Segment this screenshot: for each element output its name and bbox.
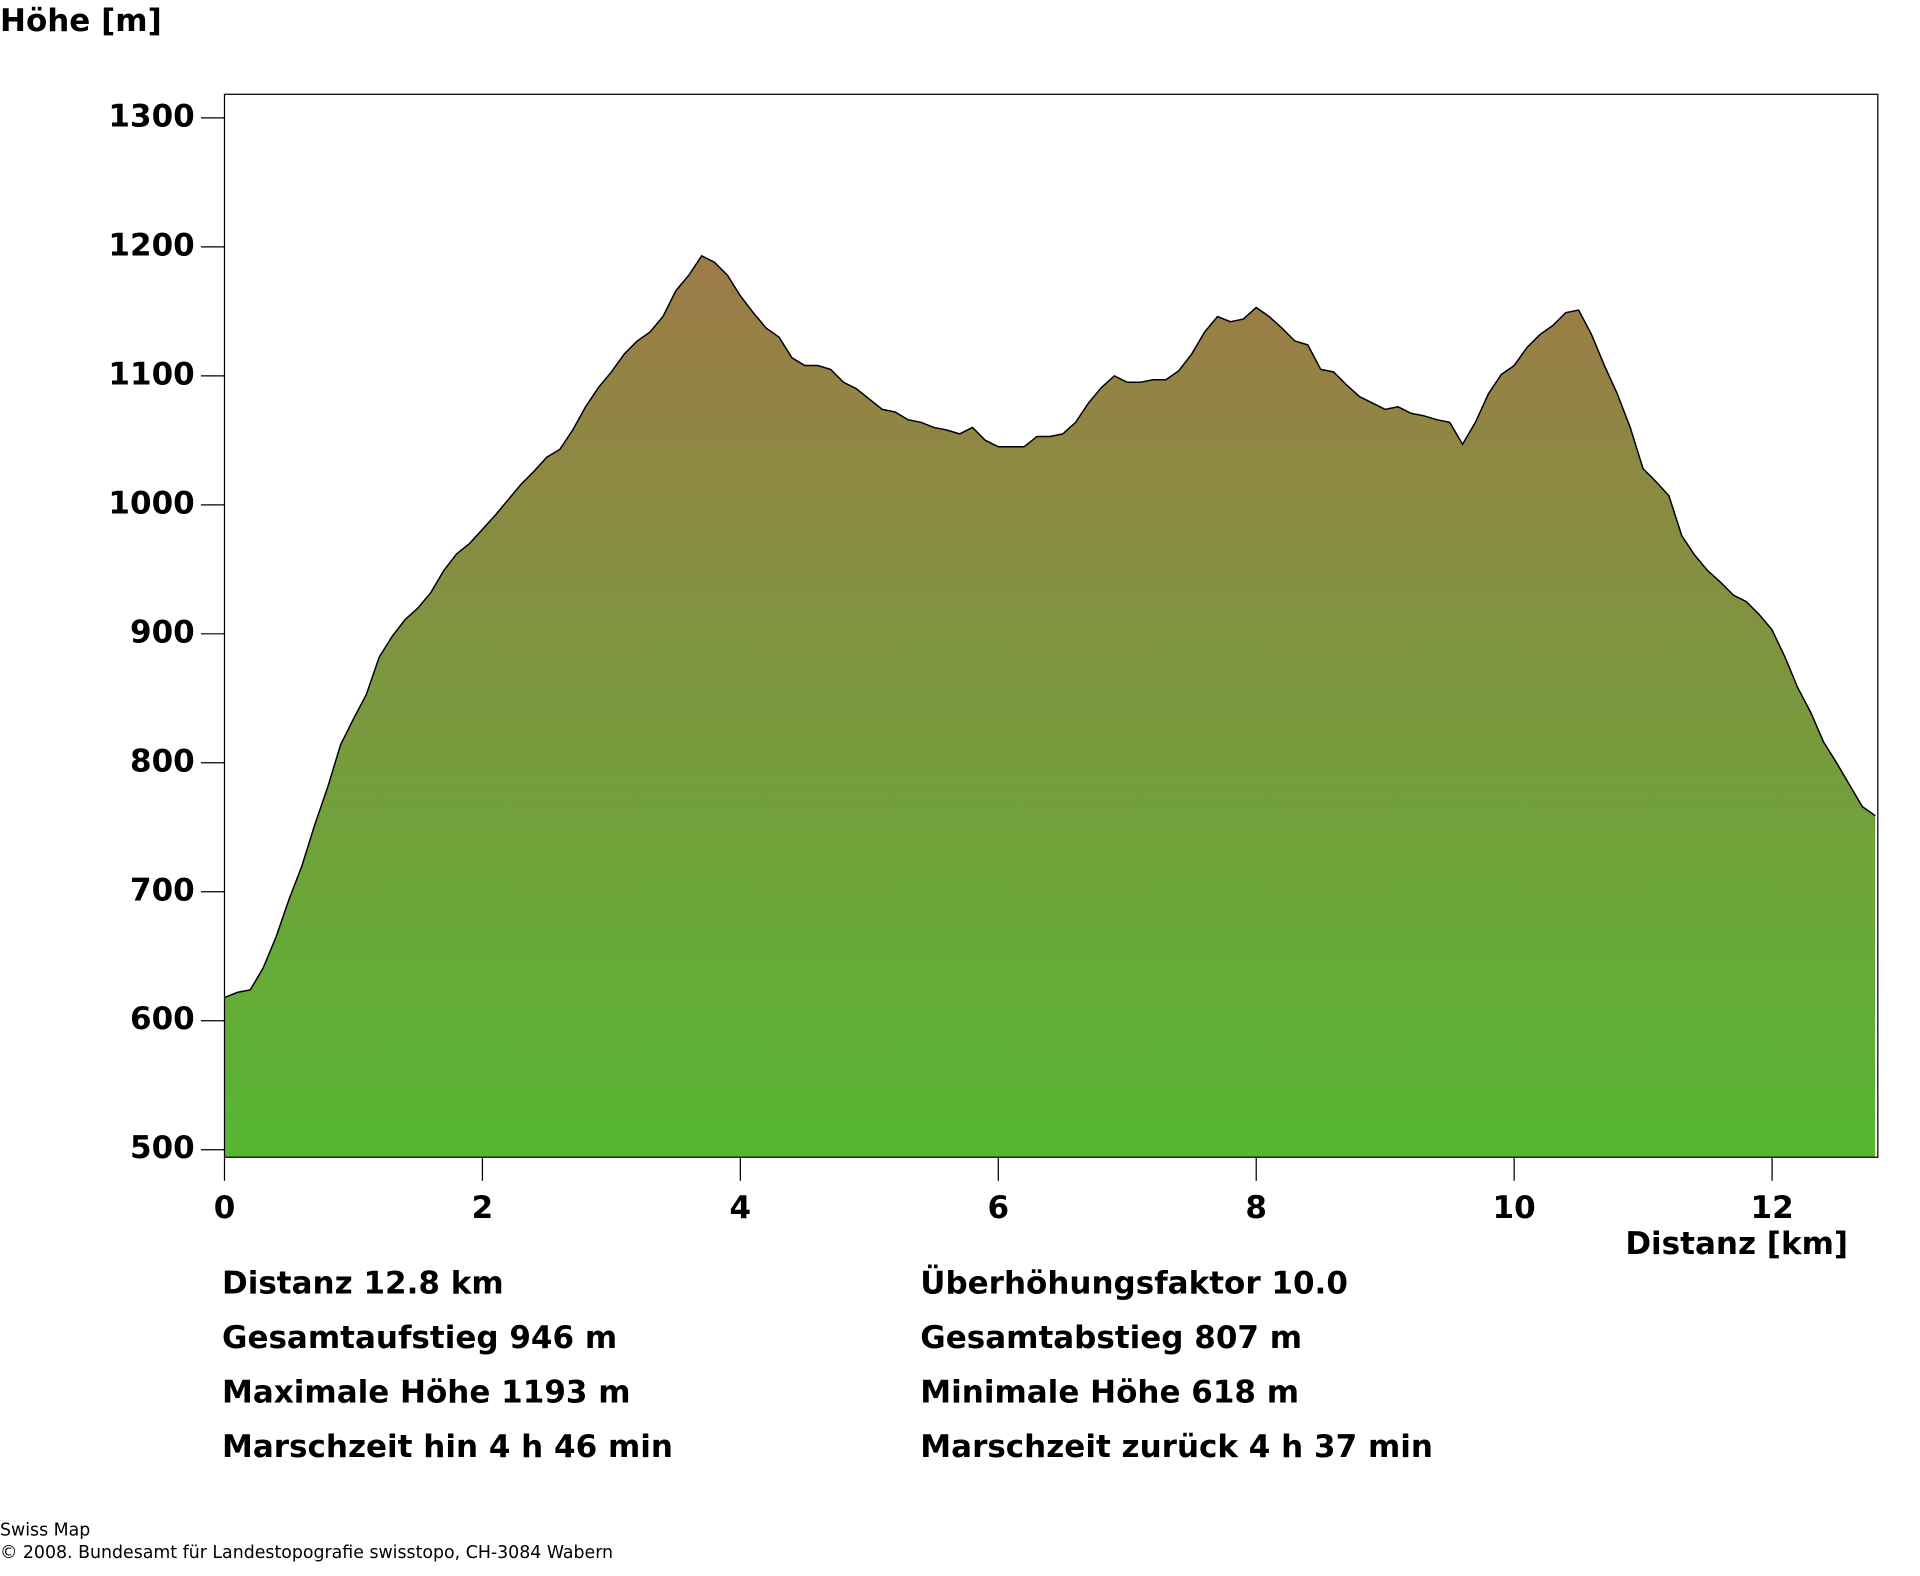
y-tick-label: 1300 [108,98,194,134]
y-tick-label: 500 [130,1130,195,1166]
x-axis-label: Distanz [km] [1625,1226,1848,1262]
y-tick-label: 1000 [108,485,194,521]
y-axis-label: Höhe [m] [0,3,162,39]
y-tick-label: 1200 [108,227,194,263]
x-tick-label: 8 [1245,1190,1267,1226]
y-tick-label: 600 [130,1001,195,1037]
y-tick-label: 800 [130,743,195,779]
stat-text: Minimale Höhe 618 m [920,1375,1299,1411]
x-tick-label: 0 [214,1190,236,1226]
x-tick-label: 2 [472,1190,494,1226]
stat-text: Marschzeit hin 4 h 46 min [222,1429,673,1465]
y-tick-label: 1100 [108,356,194,392]
footer-line: © 2008. Bundesamt für Landestopografie s… [0,1543,613,1563]
x-tick-label: 10 [1493,1190,1536,1226]
x-tick-label: 12 [1751,1190,1794,1226]
y-tick-label: 900 [130,614,195,650]
stat-text: Marschzeit zurück 4 h 37 min [920,1429,1433,1465]
footer-line: Swiss Map [0,1521,90,1541]
x-tick-label: 4 [730,1190,752,1226]
stat-text: Überhöhungsfaktor 10.0 [920,1264,1348,1301]
y-tick-label: 700 [130,872,195,908]
area-fill [224,255,1876,1158]
stat-text: Distanz 12.8 km [222,1265,504,1301]
x-tick-label: 6 [987,1190,1009,1226]
stat-text: Maximale Höhe 1193 m [222,1375,631,1411]
profile-line [224,254,1876,999]
plot-frame [223,93,1879,1158]
stat-text: Gesamtaufstieg 946 m [222,1320,617,1356]
stat-text: Gesamtabstieg 807 m [920,1320,1302,1356]
